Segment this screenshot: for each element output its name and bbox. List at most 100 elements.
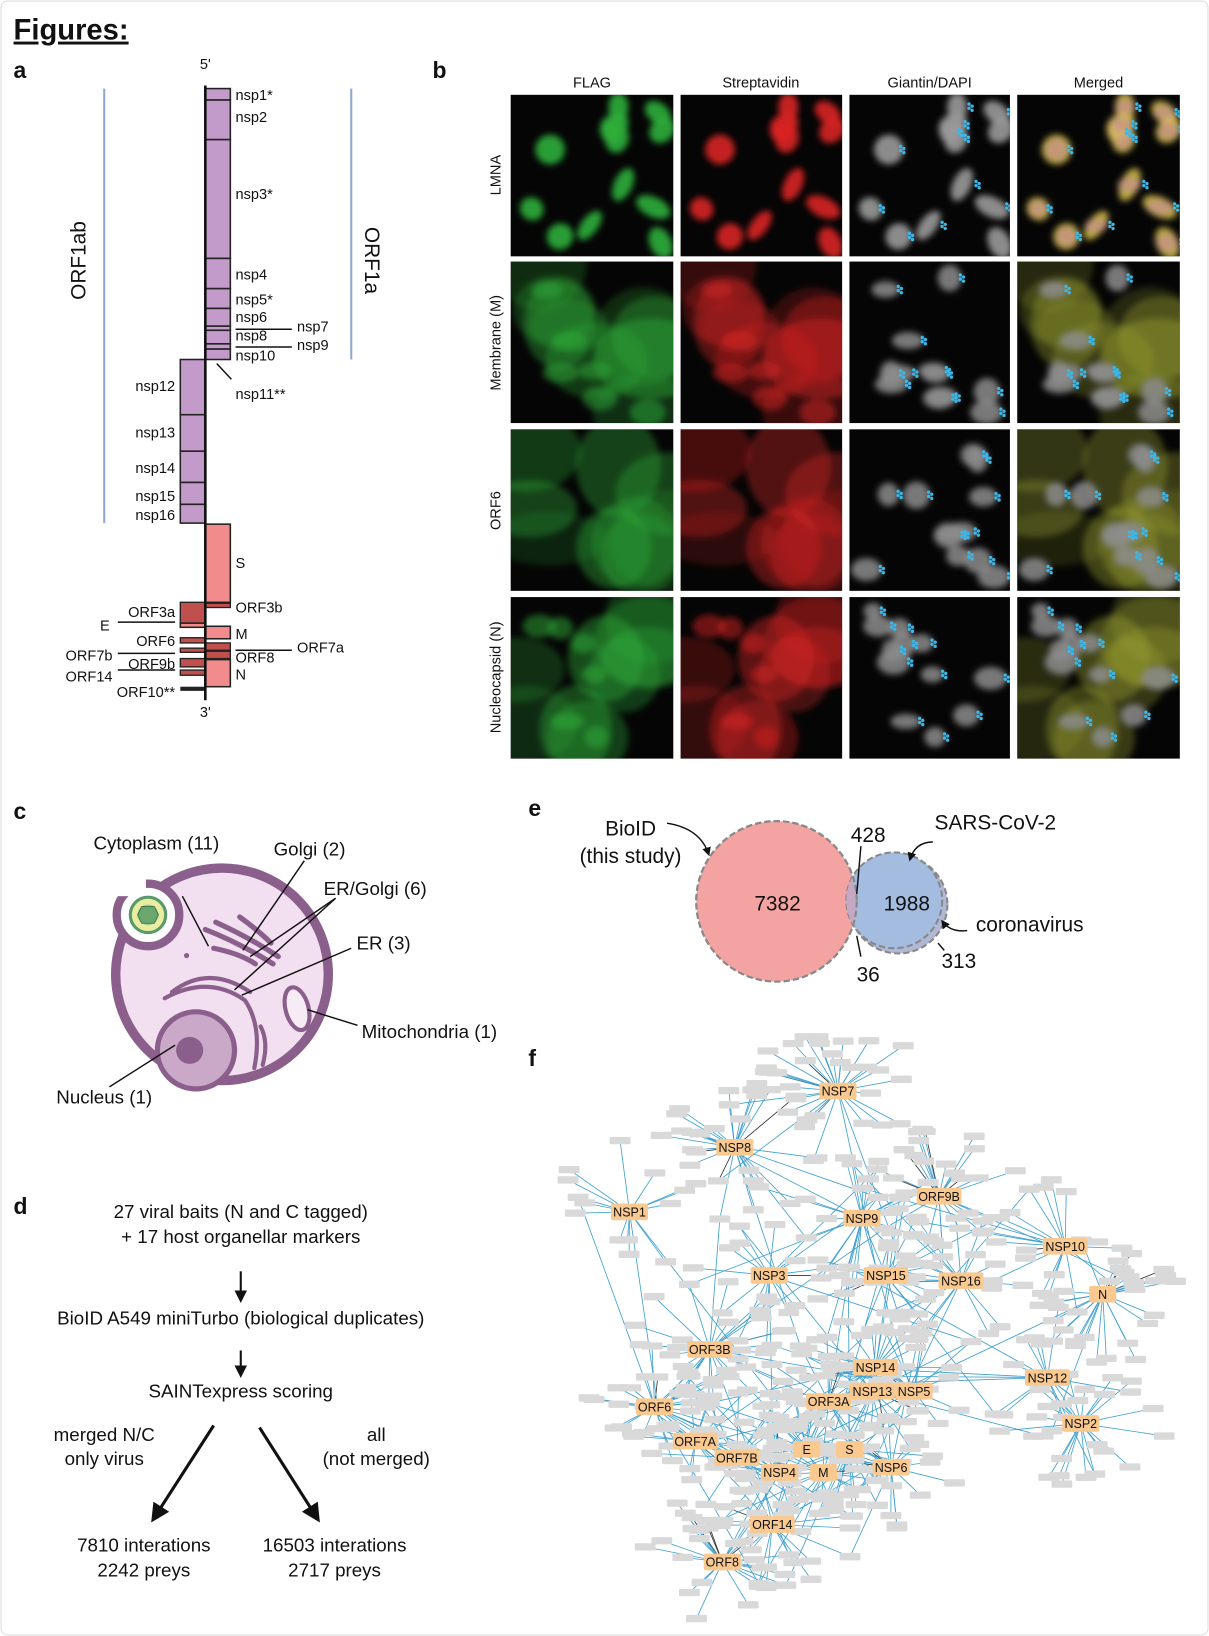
prey-node[interactable]	[1047, 1303, 1069, 1312]
prey-node[interactable]	[984, 1260, 1006, 1268]
prey-node[interactable]	[1003, 1360, 1024, 1369]
prey-node[interactable]	[759, 1085, 781, 1094]
prey-node[interactable]	[783, 1558, 805, 1567]
prey-node[interactable]	[749, 1306, 771, 1314]
prey-node[interactable]	[777, 1108, 799, 1116]
prey-node[interactable]	[772, 1377, 794, 1386]
prey-node[interactable]	[775, 1581, 797, 1589]
prey-node[interactable]	[752, 1479, 774, 1487]
prey-node[interactable]	[789, 1342, 811, 1350]
prey-node[interactable]	[833, 1318, 855, 1326]
prey-node[interactable]	[804, 1112, 826, 1120]
prey-node[interactable]	[574, 1199, 596, 1207]
prey-node[interactable]	[651, 1537, 673, 1545]
prey-node[interactable]	[762, 1444, 784, 1453]
prey-node[interactable]	[564, 1209, 586, 1217]
prey-node[interactable]	[794, 1056, 816, 1065]
prey-node[interactable]	[873, 1225, 895, 1233]
prey-node[interactable]	[981, 1277, 1003, 1285]
prey-node[interactable]	[820, 1360, 842, 1368]
prey-node[interactable]	[881, 1482, 903, 1490]
prey-node[interactable]	[702, 1375, 724, 1384]
prey-node[interactable]	[1075, 1473, 1097, 1482]
prey-node[interactable]	[751, 1564, 773, 1572]
prey-node[interactable]	[819, 1506, 841, 1515]
prey-node[interactable]	[643, 1293, 665, 1301]
prey-node[interactable]	[607, 1384, 629, 1392]
prey-node[interactable]	[903, 1232, 925, 1240]
prey-node[interactable]	[1042, 1316, 1064, 1325]
prey-node[interactable]	[949, 1224, 971, 1232]
prey-node[interactable]	[695, 1403, 717, 1411]
prey-node[interactable]	[761, 1341, 783, 1349]
prey-node[interactable]	[754, 1349, 776, 1357]
prey-node[interactable]	[737, 1601, 759, 1609]
prey-node[interactable]	[1030, 1340, 1052, 1348]
prey-node[interactable]	[923, 1237, 945, 1245]
prey-node[interactable]	[716, 1366, 737, 1374]
prey-node[interactable]	[906, 1407, 928, 1415]
prey-node[interactable]	[917, 1320, 938, 1328]
prey-node[interactable]	[1048, 1472, 1070, 1480]
prey-node[interactable]	[808, 1039, 830, 1048]
bait-node-nsp4[interactable]: NSP4	[761, 1464, 799, 1481]
prey-node[interactable]	[999, 1208, 1021, 1217]
prey-node[interactable]	[822, 1498, 844, 1506]
bait-node-orf14[interactable]: ORF14	[749, 1516, 795, 1533]
bait-node-nsp13[interactable]: NSP13	[849, 1382, 895, 1400]
prey-node[interactable]	[841, 1160, 863, 1168]
prey-node[interactable]	[731, 1499, 753, 1508]
prey-node[interactable]	[923, 1289, 945, 1297]
prey-node[interactable]	[677, 1368, 699, 1376]
prey-node[interactable]	[880, 1208, 902, 1217]
prey-node[interactable]	[609, 1136, 631, 1145]
bait-node-s[interactable]: S	[835, 1441, 863, 1458]
prey-node[interactable]	[964, 1145, 985, 1153]
prey-node[interactable]	[1165, 1277, 1186, 1285]
prey-node[interactable]	[682, 1264, 704, 1272]
prey-node[interactable]	[714, 1503, 735, 1511]
prey-node[interactable]	[917, 1178, 939, 1187]
prey-node[interactable]	[557, 1176, 579, 1184]
prey-node[interactable]	[867, 1193, 889, 1201]
prey-node[interactable]	[909, 1491, 931, 1499]
prey-node[interactable]	[764, 1220, 786, 1229]
prey-node[interactable]	[1066, 1308, 1088, 1316]
prey-node[interactable]	[837, 1263, 859, 1271]
prey-node[interactable]	[839, 1524, 861, 1532]
prey-node[interactable]	[685, 1180, 707, 1188]
prey-node[interactable]	[907, 1128, 929, 1136]
prey-node[interactable]	[1051, 1454, 1073, 1463]
prey-node[interactable]	[641, 1342, 663, 1350]
prey-node[interactable]	[729, 1486, 751, 1494]
prey-node[interactable]	[1144, 1277, 1166, 1285]
prey-node[interactable]	[743, 1556, 765, 1564]
prey-node[interactable]	[1015, 1254, 1036, 1262]
prey-node[interactable]	[821, 1050, 843, 1058]
bait-node-nsp12[interactable]: NSP12	[1025, 1369, 1070, 1386]
prey-node[interactable]	[908, 1218, 930, 1226]
prey-node[interactable]	[845, 1500, 867, 1509]
prey-node[interactable]	[719, 1244, 740, 1252]
prey-node[interactable]	[708, 1177, 729, 1185]
bait-node-nsp15[interactable]: NSP15	[863, 1267, 909, 1284]
prey-node[interactable]	[814, 1419, 835, 1427]
prey-node[interactable]	[1029, 1385, 1051, 1394]
prey-node[interactable]	[785, 1397, 807, 1405]
prey-node[interactable]	[838, 1491, 860, 1499]
prey-node[interactable]	[1052, 1326, 1074, 1334]
prey-node[interactable]	[1118, 1273, 1140, 1281]
bait-node-nsp6[interactable]: NSP6	[872, 1458, 910, 1476]
prey-node[interactable]	[843, 1485, 865, 1493]
prey-node[interactable]	[1142, 1404, 1164, 1413]
prey-node[interactable]	[839, 1553, 861, 1561]
prey-node[interactable]	[681, 1128, 703, 1136]
prey-node[interactable]	[558, 1165, 580, 1174]
prey-node[interactable]	[1041, 1427, 1063, 1435]
prey-node[interactable]	[908, 1440, 930, 1448]
prey-node[interactable]	[733, 1418, 755, 1426]
prey-node[interactable]	[845, 1277, 867, 1286]
bait-node-orf9b[interactable]: ORF9B	[916, 1187, 962, 1205]
prey-node[interactable]	[641, 1449, 663, 1458]
prey-node[interactable]	[807, 1256, 829, 1264]
